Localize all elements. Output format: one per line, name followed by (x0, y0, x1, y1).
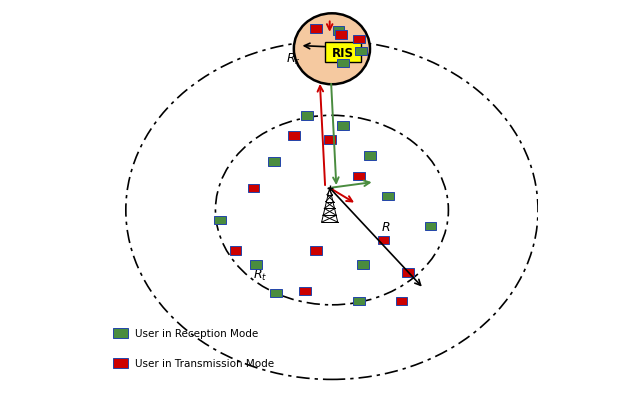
Bar (335, 32, 347, 40)
Bar (247, 184, 259, 193)
Text: $R$: $R$ (381, 220, 391, 233)
Bar (113, 358, 127, 369)
Bar (425, 222, 436, 231)
Bar (230, 247, 241, 255)
Ellipse shape (294, 14, 370, 85)
Bar (396, 297, 407, 305)
Bar (337, 60, 349, 68)
Bar (364, 152, 376, 160)
Bar (353, 35, 365, 44)
Bar (382, 192, 394, 200)
Text: User in Reception Mode: User in Reception Mode (135, 328, 258, 338)
FancyBboxPatch shape (325, 43, 362, 63)
Bar (377, 237, 389, 245)
Bar (268, 158, 279, 166)
Bar (270, 289, 282, 297)
Bar (357, 261, 369, 269)
Bar (337, 122, 349, 130)
Text: RIS: RIS (332, 47, 354, 60)
Text: User in Transmission Mode: User in Transmission Mode (135, 358, 274, 369)
Text: $R_t$: $R_t$ (253, 267, 268, 282)
Bar (355, 47, 367, 56)
Bar (324, 136, 335, 144)
Bar (113, 328, 127, 338)
Bar (250, 261, 262, 269)
Bar (310, 247, 322, 255)
Text: $R_r$: $R_r$ (286, 52, 301, 67)
Bar (214, 216, 225, 225)
Bar (301, 112, 313, 120)
Bar (353, 297, 365, 305)
Bar (310, 26, 322, 34)
Bar (288, 132, 300, 140)
Bar (333, 28, 345, 36)
Bar (353, 172, 365, 181)
Bar (403, 269, 414, 277)
Bar (299, 287, 311, 295)
